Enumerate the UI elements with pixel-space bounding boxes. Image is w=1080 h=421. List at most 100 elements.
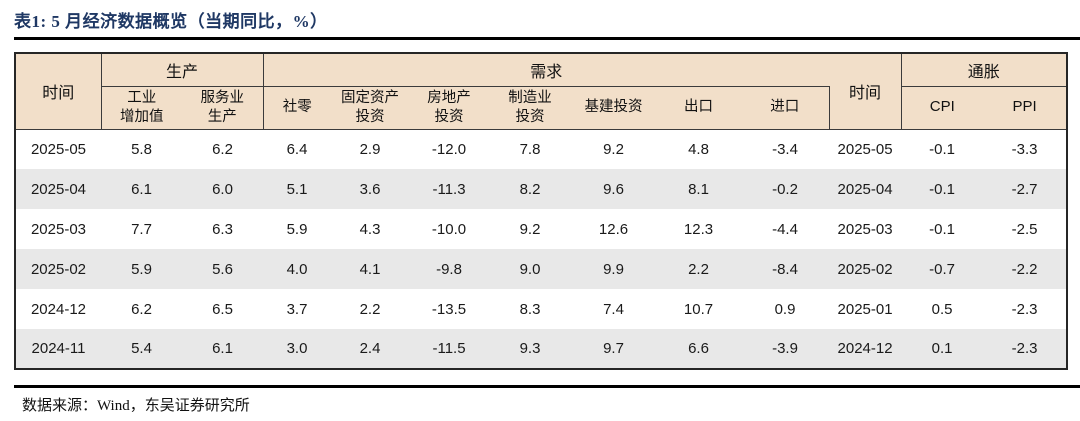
- header-sub-row: 工业 增加值 服务业 生产 社零 固定资产 投资 房地产 投资 制造业 投资 基…: [15, 86, 1068, 130]
- value-cell: 4.0: [286, 260, 308, 278]
- value-cell: 2.2: [359, 300, 381, 318]
- top-rule: [14, 37, 1080, 40]
- data-source-note: 数据来源：Wind，东吴证券研究所: [22, 398, 250, 414]
- value-cell: -11.3: [432, 180, 466, 198]
- value-cell: -0.1: [929, 140, 955, 158]
- value-cell: 6.5: [212, 300, 233, 318]
- value-cell: -4.4: [772, 220, 798, 238]
- value-cell: 5.4: [131, 340, 152, 357]
- value-cell: -0.7: [929, 260, 955, 278]
- value-cell: -2.5: [1011, 220, 1038, 238]
- value-cell: 0.1: [931, 340, 953, 357]
- value-cell: -11.5: [432, 340, 466, 357]
- value-cell: 7.8: [519, 140, 541, 158]
- header-real-estate-investment: 房地产 投资: [409, 86, 490, 130]
- table-row: 2025-05 5.8 6.2 6.4 2.9 -12.0 7.8 9.2 4.…: [15, 129, 1067, 169]
- header-retail-sales: 社零: [263, 86, 332, 130]
- value-cell: -9.8: [436, 260, 462, 278]
- value-cell: -2.2: [1011, 260, 1038, 278]
- value-cell: 6.1: [131, 180, 152, 198]
- value-cell: -3.9: [772, 340, 798, 357]
- header-industrial-added-value: 工业 增加值: [101, 86, 182, 130]
- date-cell: 2025-05: [837, 140, 893, 158]
- value-cell: -13.5: [431, 300, 467, 318]
- value-cell: -0.2: [772, 180, 798, 198]
- economic-data-table: 时间 生产 需求 时间 通胀 工业 增加值 服务业 生产 社零 固定资产 投资 …: [14, 52, 1069, 370]
- value-cell: -2.3: [1011, 300, 1038, 318]
- value-cell: 3.7: [286, 300, 308, 318]
- table-row: 2025-02 5.9 5.6 4.0 4.1 -9.8 9.0 9.9 2.2…: [15, 249, 1068, 289]
- value-cell: 3.0: [286, 340, 308, 357]
- value-cell: -8.4: [772, 260, 798, 278]
- value-cell: 0.9: [774, 300, 796, 318]
- value-cell: 8.3: [519, 300, 541, 318]
- date-cell: 2025-04: [837, 180, 893, 198]
- header-time-left: 时间: [15, 53, 102, 130]
- header-manufacturing-investment: 制造业 投资: [489, 86, 572, 130]
- value-cell: 9.6: [603, 180, 624, 198]
- header-group-row: 时间 生产 需求 时间 通胀: [15, 53, 1068, 130]
- date-cell: 2025-02: [30, 260, 87, 278]
- value-cell: -3.3: [1011, 140, 1038, 158]
- value-cell: 5.6: [212, 260, 233, 278]
- value-cell: 2.2: [688, 260, 709, 278]
- value-cell: 6.2: [212, 140, 233, 158]
- value-cell: 3.6: [359, 180, 381, 198]
- value-cell: 5.9: [286, 220, 308, 238]
- value-cell: 6.1: [212, 340, 233, 357]
- header-services-production: 服务业 生产: [182, 86, 264, 130]
- header-group-inflation: 通胀: [901, 53, 1068, 87]
- date-cell: 2025-01: [837, 300, 893, 318]
- value-cell: -0.1: [929, 180, 955, 198]
- value-cell: 9.3: [519, 340, 541, 357]
- value-cell: 7.4: [603, 300, 624, 318]
- value-cell: 5.8: [131, 140, 152, 158]
- bottom-rule: [14, 385, 1080, 388]
- date-cell: 2025-03: [30, 220, 87, 238]
- date-cell: 2024-11: [31, 340, 86, 357]
- table-row: 2024-11 5.4 6.1 3.0 2.4 -11.5 9.3 9.7 6.…: [15, 329, 1068, 369]
- table-title: 表1: 5 月经济数据概览（当期同比，%）: [14, 12, 328, 31]
- value-cell: 2.4: [359, 340, 381, 357]
- value-cell: 4.3: [359, 220, 381, 238]
- value-cell: -2.3: [1011, 340, 1038, 357]
- value-cell: 12.3: [683, 220, 714, 238]
- value-cell: 4.8: [688, 140, 709, 158]
- header-ppi: PPI: [983, 86, 1068, 130]
- table-row: 2024-12 6.2 6.5 3.7 2.2 -13.5 8.3 7.4 10…: [15, 289, 1067, 329]
- header-imports: 进口: [741, 86, 830, 130]
- value-cell: 0.5: [931, 300, 953, 318]
- table-row: 2025-04 6.1 6.0 5.1 3.6 -11.3 8.2 9.6 8.…: [15, 169, 1068, 209]
- header-fixed-asset-investment: 固定资产 投资: [331, 86, 410, 130]
- table-header: 时间 生产 需求 时间 通胀 工业 增加值 服务业 生产 社零 固定资产 投资 …: [15, 53, 1068, 130]
- value-cell: 8.1: [688, 180, 709, 198]
- value-cell: 9.0: [519, 260, 541, 278]
- value-cell: -2.7: [1011, 180, 1038, 198]
- value-cell: 4.1: [359, 260, 381, 278]
- value-cell: 8.2: [519, 180, 541, 198]
- value-cell: 9.2: [519, 220, 541, 238]
- value-cell: 5.9: [131, 260, 152, 278]
- date-cell: 2024-12: [30, 300, 87, 318]
- value-cell: 6.3: [212, 220, 233, 238]
- date-cell: 2024-12: [837, 340, 893, 357]
- date-cell: 2025-03: [837, 220, 893, 238]
- date-cell: 2025-04: [30, 180, 87, 198]
- value-cell: 6.2: [131, 300, 152, 318]
- value-cell: 6.6: [688, 340, 709, 357]
- value-cell: 9.7: [603, 340, 624, 357]
- value-cell: 12.6: [598, 220, 629, 238]
- value-cell: -3.4: [772, 140, 798, 158]
- value-cell: 6.4: [286, 140, 308, 158]
- header-group-production: 生产: [101, 53, 264, 87]
- value-cell: 9.9: [603, 260, 624, 278]
- value-cell: -12.0: [431, 140, 467, 158]
- header-time-right: 时间: [829, 53, 902, 130]
- value-cell: 7.7: [131, 220, 152, 238]
- table-row: 2025-03 7.7 6.3 5.9 4.3 -10.0 9.2 12.6 1…: [15, 209, 1067, 249]
- date-cell: 2025-05: [30, 140, 87, 158]
- header-group-demand: 需求: [262, 53, 830, 87]
- value-cell: 5.1: [286, 180, 308, 198]
- header-cpi: CPI: [901, 86, 984, 130]
